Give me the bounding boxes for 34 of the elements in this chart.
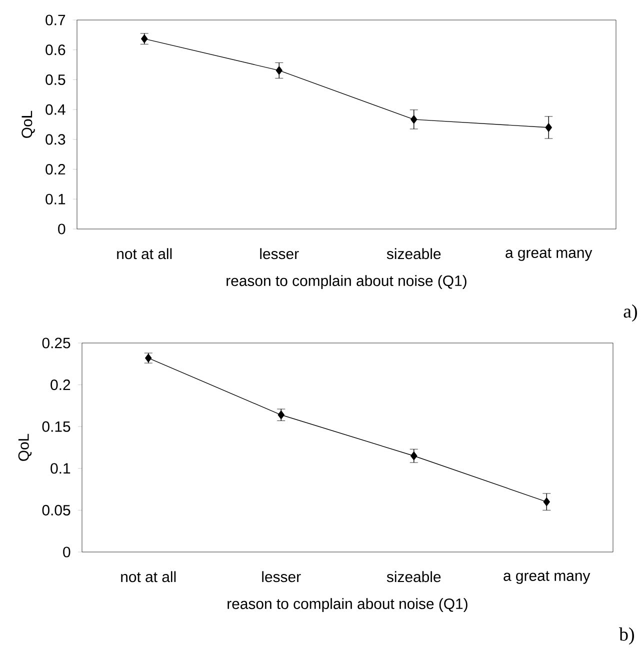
y-tick-label: 0.2 (50, 380, 70, 390)
x-tick-label: sizeable (386, 248, 441, 260)
y-axis-title: QoL (22, 110, 35, 138)
text: b) (619, 627, 634, 645)
x-tick-label: not at all (121, 571, 176, 582)
text: a) (624, 304, 637, 322)
y-tick-label: 0.1 (46, 194, 66, 204)
x-tick-label: a great many (504, 571, 590, 584)
x-tick-label: lesser (260, 248, 299, 260)
point (410, 115, 418, 124)
y-tick-label: 0.05 (42, 504, 70, 516)
x-axis-title: reason to complain about noise (Q1) (228, 598, 468, 612)
point (545, 123, 552, 132)
y-tick-label: 0.5 (46, 74, 66, 85)
y-tick-label: 0.15 (42, 421, 70, 432)
y-tick-label: 0.6 (46, 44, 66, 56)
y-axis-title: QoL (18, 434, 32, 461)
x-tick-label: sizeable (386, 571, 441, 582)
y-tick-label: 0.7 (46, 14, 66, 26)
point (410, 452, 418, 460)
y-tick-label: 0.1 (50, 463, 70, 474)
y-tick-label: 0.3 (46, 134, 66, 145)
x-tick-label: lesser (262, 571, 301, 582)
y-tick-label: 0 (63, 546, 70, 558)
y-tick-label: 0.25 (42, 338, 70, 348)
point (278, 410, 284, 420)
x-tick-label: not at all (117, 248, 172, 260)
y-tick-label: 0 (58, 224, 66, 234)
y-tick-label: 0.2 (46, 164, 66, 175)
point (543, 497, 550, 506)
x-axis-title: reason to complain about noise (Q1) (226, 275, 466, 290)
y-tick-label: 0.4 (46, 104, 66, 115)
x-tick-label: a great many (506, 248, 592, 261)
point (276, 66, 282, 75)
